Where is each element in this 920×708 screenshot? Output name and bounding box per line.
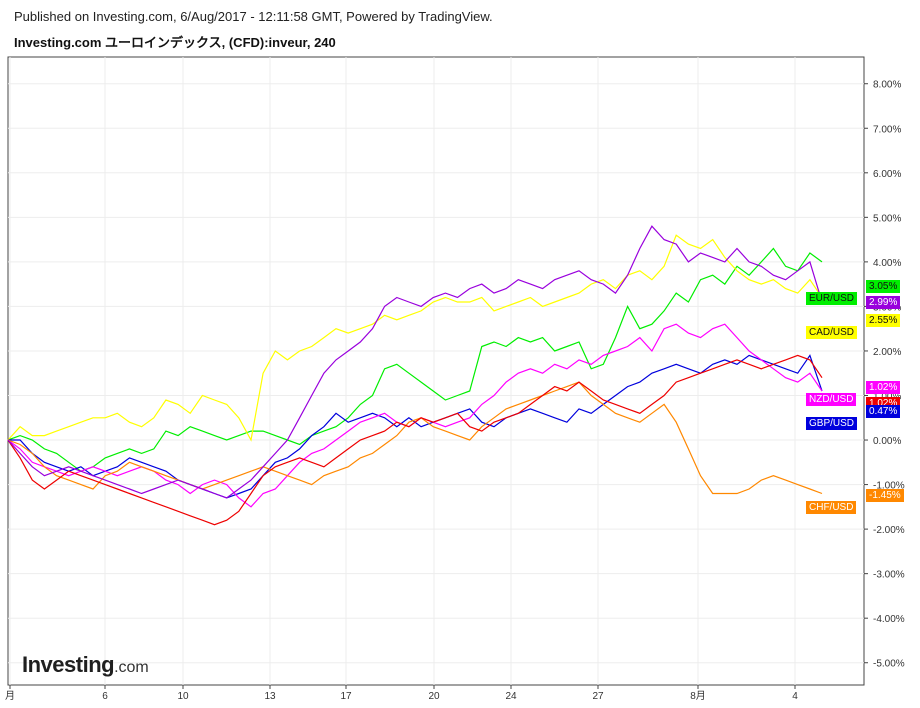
y-tick-label: -5.00%	[873, 659, 905, 670]
plot-frame	[7, 56, 865, 686]
y-tick-label: -3.00%	[873, 570, 905, 581]
x-tick-label: 月	[5, 690, 15, 702]
y-tick-label: 6.00%	[873, 169, 901, 180]
y-tick-label: -1.00%	[873, 481, 905, 492]
logo-part2: .com	[114, 659, 149, 676]
y-tick-label: 4.00%	[873, 258, 901, 269]
series-line-eur-usd	[7, 247, 823, 472]
y-tick-label: 0.00%	[873, 436, 901, 447]
y-tick-label: 5.00%	[873, 213, 901, 224]
y-tick-label: -4.00%	[873, 614, 905, 625]
series-line-unnamed-6	[7, 225, 823, 499]
x-tick-label: 27	[592, 691, 604, 702]
last-value-badge: 1.02%	[866, 381, 901, 394]
series-label-chf-usd: CHF/USD	[806, 501, 857, 514]
y-tick-label: 2.00%	[873, 347, 901, 358]
series-label-gbp-usd: GBP/USD	[806, 417, 858, 430]
investing-logo: Investing.com	[22, 652, 149, 678]
series-line-unnamed-5	[7, 354, 823, 526]
y-tick-label: 1.00%	[873, 391, 901, 402]
last-value-badge: 3.05%	[866, 280, 901, 293]
chart-title: Investing.com ユーロインデックス, (CFD):inveur, 2…	[14, 35, 336, 50]
x-tick-label: 10	[177, 691, 189, 702]
last-value-badge: 2.55%	[866, 314, 901, 327]
series-line-chf-usd	[7, 381, 823, 495]
y-tick-label: -2.00%	[873, 525, 905, 536]
series-label-nzd-usd: NZD/USD	[806, 393, 857, 406]
x-tick-label: 4	[792, 691, 798, 702]
last-value-badge: -1.45%	[866, 489, 904, 502]
series-label-cad-usd: CAD/USD	[806, 326, 858, 339]
series-line-cad-usd	[7, 234, 823, 442]
x-tick-label: 24	[505, 691, 517, 702]
y-tick-label: 8.00%	[873, 80, 901, 91]
logo-part1: Investing	[22, 652, 115, 677]
series-label-eur-usd: EUR/USD	[806, 292, 858, 305]
y-tick-label: 7.00%	[873, 124, 901, 135]
x-tick-label: 20	[428, 691, 440, 702]
last-value-badge: 2.99%	[866, 296, 901, 309]
x-tick-label: 8月	[690, 690, 706, 702]
x-tick-label: 6	[102, 691, 108, 702]
published-info: Published on Investing.com, 6/Aug/2017 -…	[14, 9, 493, 24]
x-tick-label: 13	[264, 691, 276, 702]
last-value-badge: 0.47%	[866, 405, 901, 418]
x-tick-label: 17	[340, 691, 352, 702]
